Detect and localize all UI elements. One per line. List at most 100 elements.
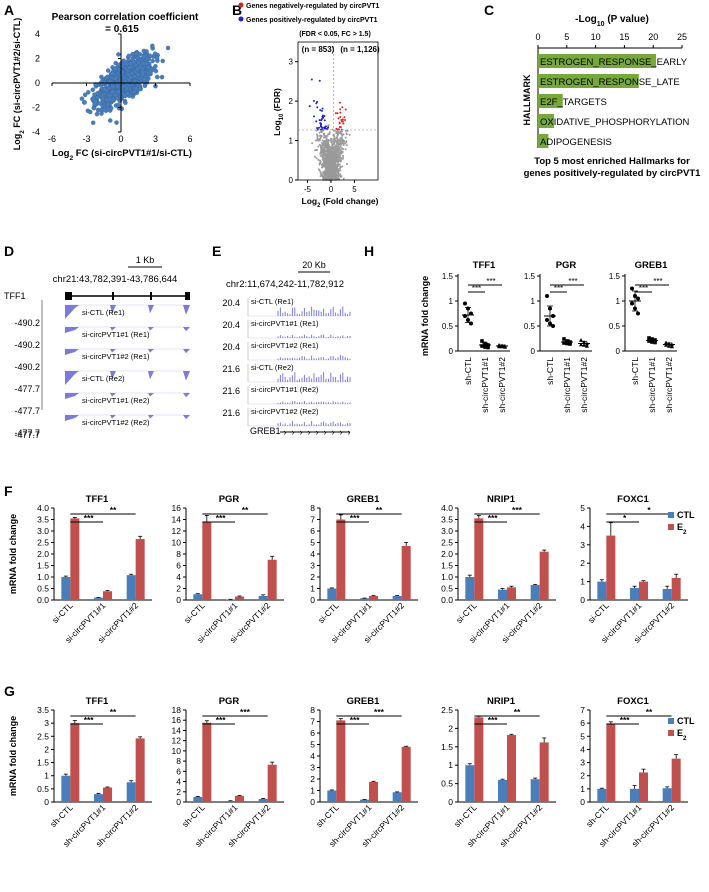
x-tick-label: sh-CTL: [463, 357, 473, 385]
volcano-point: [342, 154, 345, 157]
volcano-point: [320, 150, 323, 153]
volcano-point: [326, 157, 329, 160]
y-tick-label: 4: [35, 29, 40, 39]
volcano-point: [344, 129, 347, 132]
x-tick-label: sh-circPVT1#1: [647, 357, 657, 413]
y-tick-label: 1: [448, 760, 453, 770]
volcano-point: [338, 122, 341, 125]
bar-ctl: [226, 599, 235, 600]
volcano-point: [336, 138, 339, 141]
y-tick-label: 6: [580, 718, 585, 728]
scatter-point: [112, 66, 118, 72]
bar-ctl: [360, 598, 369, 600]
y-tick-label: 3.5: [37, 515, 49, 525]
volcano-point: [308, 105, 311, 108]
y-tick-label: 12: [172, 526, 182, 536]
x-tick-label: si-CTL: [316, 600, 341, 625]
volcano-point: [341, 150, 344, 153]
volcano-point: [319, 122, 322, 125]
volcano-point: [320, 154, 323, 157]
legend-marker-e2: [668, 730, 674, 736]
volcano-point: [333, 146, 336, 149]
gene-title: PGR: [219, 696, 240, 707]
y-tick-label: 0.5: [609, 322, 621, 331]
volcano-point: [326, 159, 329, 162]
x-tick-label: si-CTL: [586, 600, 611, 625]
volcano-point: [342, 133, 345, 136]
volcano-point: [331, 145, 334, 148]
legend-ctl-label: CTL: [677, 716, 695, 726]
y-tick-label: 2: [448, 723, 453, 733]
n-neg-label: (n = 853): [302, 45, 335, 54]
volcano-point: [334, 160, 337, 163]
volcano-point: [329, 146, 332, 149]
scatter-point: [135, 72, 141, 78]
scatter-point: [91, 95, 96, 101]
volcano-point: [335, 148, 338, 151]
scatter-point: [150, 58, 155, 64]
x-tick-label: 5: [352, 185, 357, 194]
bar-e2: [671, 758, 681, 802]
scatter-point: [154, 55, 160, 61]
volcano-point: [322, 132, 325, 135]
y-tick-label: 0: [35, 78, 40, 88]
volcano-point: [325, 170, 328, 173]
scatter-point: [146, 65, 151, 70]
coverage-peak: [148, 349, 154, 353]
volcano-point: [337, 177, 340, 180]
bar-e2: [70, 723, 80, 802]
x-tick-label: si-CTL: [182, 600, 207, 625]
volcano-point: [340, 152, 343, 155]
volcano-point: [338, 143, 341, 146]
bar-ctl: [94, 794, 103, 802]
bar-e2: [507, 587, 516, 600]
scatter-point: [86, 90, 91, 95]
volcano-point: [336, 169, 339, 172]
y-tick-label: 5: [580, 731, 585, 741]
data-point: [636, 296, 640, 301]
gene-title: NRIP1: [487, 494, 516, 505]
volcano-point: [339, 159, 342, 162]
panel-label-a: A: [4, 2, 14, 18]
bar-label: ESTROGEN_RESPONSE_LATE: [540, 77, 680, 88]
volcano-point: [326, 134, 329, 137]
volcano-point: [326, 161, 329, 164]
volcano-point: [318, 143, 321, 146]
bar-e2: [235, 795, 244, 802]
volcano-point: [336, 143, 339, 146]
data-point: [486, 345, 490, 350]
y-tick-label: 0: [289, 176, 294, 185]
track-scale-label: -477.7: [14, 430, 40, 440]
scatter-point: [95, 107, 101, 113]
bar-ctl: [630, 788, 639, 802]
y-tick-label: 0: [176, 595, 181, 605]
gene-label: TFF1: [4, 291, 26, 301]
y-tick-label: 4.0: [37, 503, 49, 513]
y-tick-label: 8: [310, 705, 315, 715]
gene-title: TFF1: [86, 494, 109, 505]
sig-label: ***: [486, 277, 495, 286]
coverage-peak: [183, 305, 190, 315]
volcano-point: [322, 152, 325, 155]
y-tick-label: 0.5: [37, 784, 49, 794]
data-point: [545, 318, 549, 322]
volcano-point: [341, 120, 344, 123]
y-tick-label: 1: [310, 584, 315, 594]
y-tick-label: 1.5: [441, 742, 453, 752]
bar-e2: [507, 735, 516, 802]
y-tick-label: 1: [531, 297, 536, 306]
y-tick-label: 0.0: [441, 595, 453, 605]
volcano-point: [320, 172, 323, 175]
volcano-point: [335, 136, 338, 139]
coverage-peak: [148, 393, 154, 397]
volcano-point: [328, 131, 331, 134]
coverage-peak: [110, 305, 116, 314]
coverage-peak: [148, 305, 154, 314]
y-tick-label: 6: [176, 766, 181, 776]
data-point: [653, 340, 657, 345]
y-tick-label: 0.0: [37, 595, 49, 605]
volcano-point: [336, 157, 339, 160]
bar-adipogenesis: [538, 134, 549, 148]
track-scale-label: 20.4: [222, 342, 240, 352]
track-label: si-CTL (Re2): [82, 374, 125, 383]
